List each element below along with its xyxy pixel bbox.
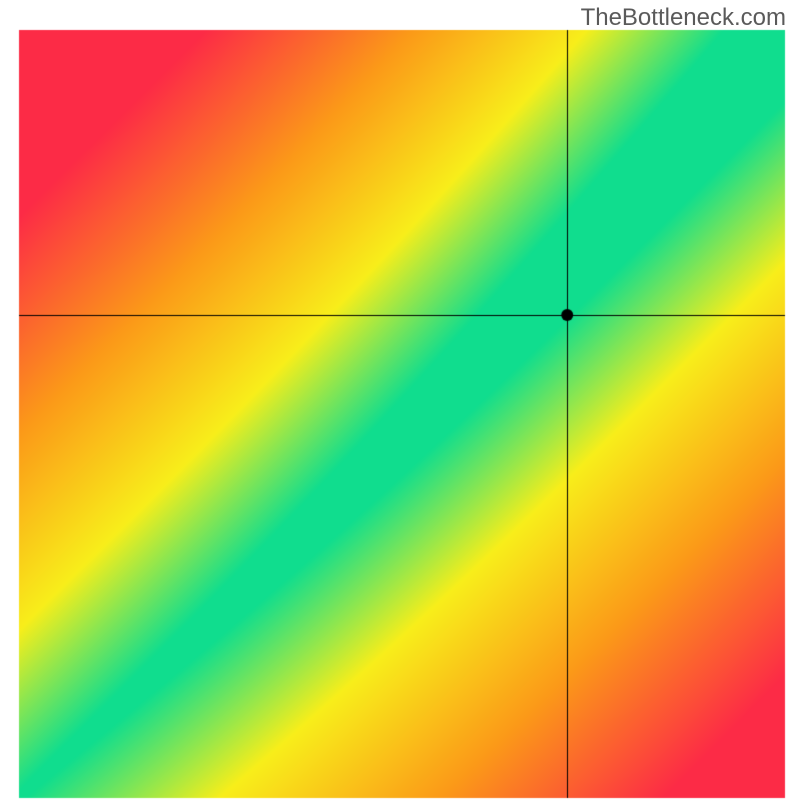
watermark-label: TheBottleneck.com [581,4,786,32]
bottleneck-heatmap-canvas [0,0,800,800]
chart-container: TheBottleneck.com [0,0,800,800]
